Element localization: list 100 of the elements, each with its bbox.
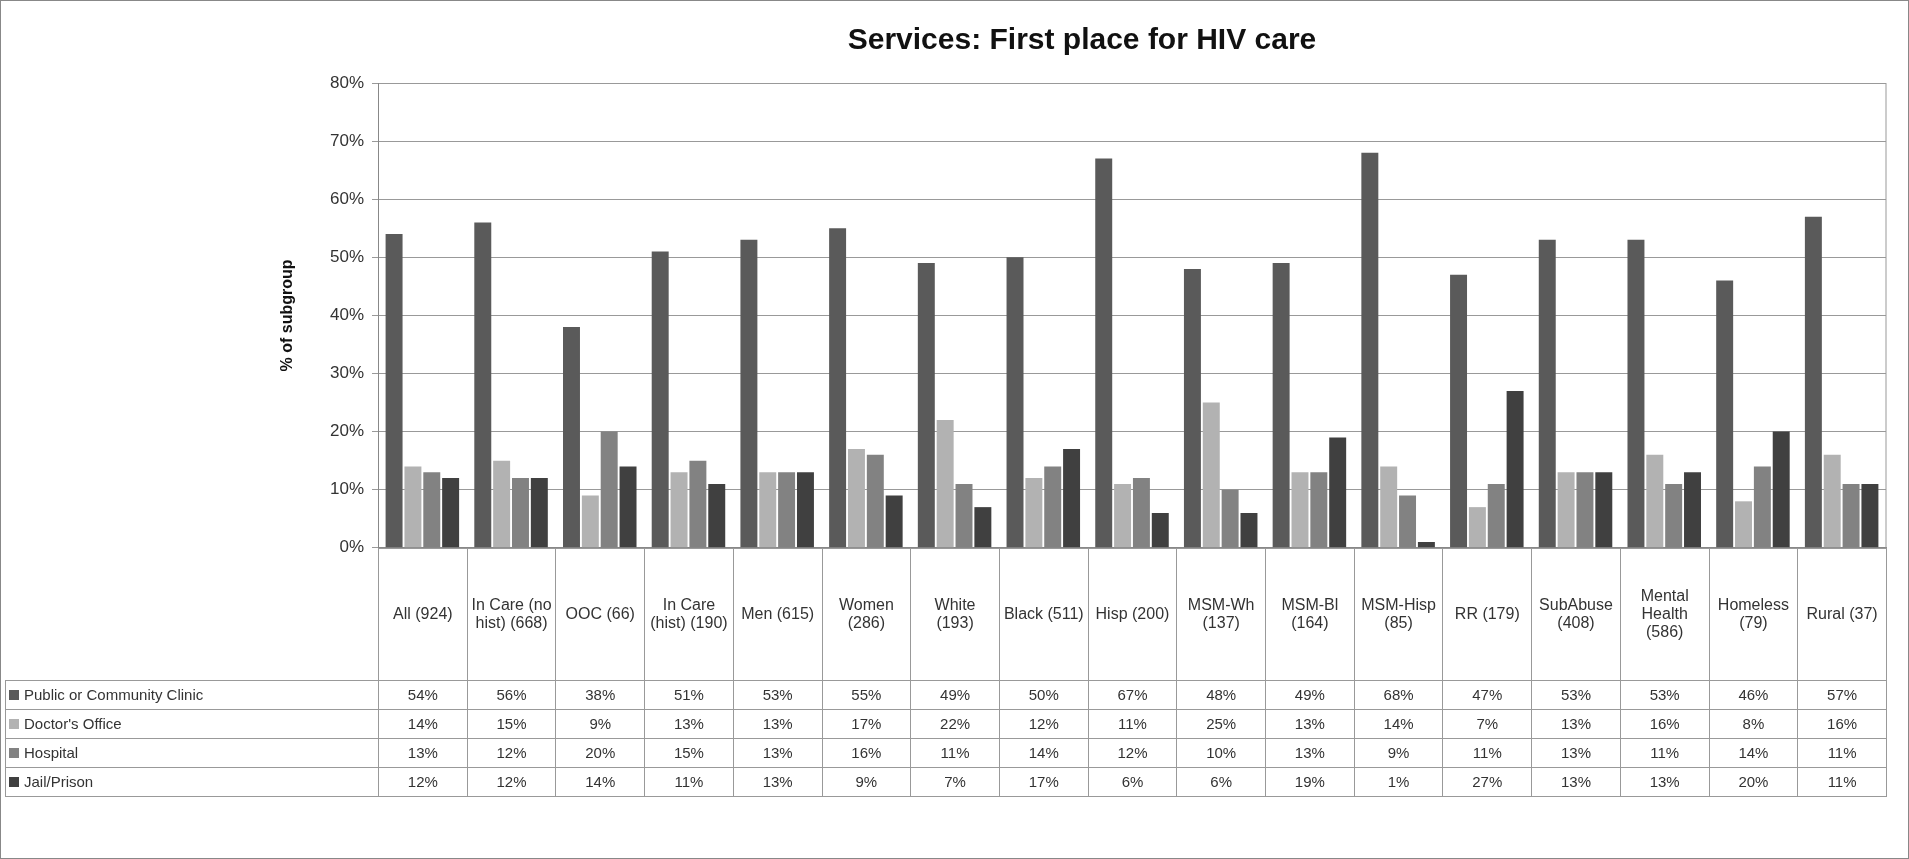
data-label: 13% bbox=[1265, 738, 1355, 768]
data-label: 20% bbox=[555, 738, 645, 768]
data-label: 13% bbox=[1620, 767, 1710, 797]
x-tick-label: Homeless (79) bbox=[1709, 548, 1798, 681]
data-label: 12% bbox=[1088, 738, 1177, 768]
data-label: 11% bbox=[1442, 738, 1532, 768]
legend-label: Jail/Prison bbox=[5, 767, 379, 797]
x-tick-label: SubAbuse (408) bbox=[1531, 548, 1621, 681]
data-label: 12% bbox=[467, 767, 556, 797]
data-label: 10% bbox=[1176, 738, 1266, 768]
data-label: 54% bbox=[378, 680, 468, 710]
data-label: 11% bbox=[1797, 767, 1887, 797]
data-label: 57% bbox=[1797, 680, 1887, 710]
data-label: 13% bbox=[1531, 709, 1621, 739]
bar bbox=[1450, 274, 1468, 548]
bar bbox=[1272, 263, 1290, 548]
x-tick-label: In Care (hist) (190) bbox=[644, 548, 734, 681]
bar bbox=[1684, 472, 1701, 548]
data-label: 56% bbox=[467, 680, 556, 710]
bar bbox=[1380, 466, 1398, 548]
bar bbox=[1557, 472, 1575, 548]
bar bbox=[1006, 257, 1024, 548]
data-label: 15% bbox=[467, 709, 556, 739]
data-label: 14% bbox=[999, 738, 1089, 768]
y-tick-label: 0% bbox=[339, 537, 364, 557]
data-label: 13% bbox=[733, 767, 823, 797]
bar bbox=[385, 234, 403, 548]
bar bbox=[1063, 449, 1081, 548]
bar bbox=[1646, 454, 1664, 548]
y-tick-label: 30% bbox=[329, 363, 364, 383]
data-label: 49% bbox=[910, 680, 1000, 710]
bar bbox=[885, 495, 903, 548]
data-label: 27% bbox=[1442, 767, 1532, 797]
x-tick-label: RR (179) bbox=[1442, 548, 1532, 681]
bar bbox=[1329, 437, 1347, 548]
bar bbox=[1716, 280, 1734, 548]
bar bbox=[404, 466, 422, 548]
data-label: 19% bbox=[1265, 767, 1355, 797]
x-tick-label: Rural (37) bbox=[1797, 548, 1887, 681]
bar bbox=[1240, 512, 1258, 548]
data-label: 13% bbox=[1531, 738, 1621, 768]
data-label: 13% bbox=[733, 738, 823, 768]
bar bbox=[493, 460, 511, 548]
data-label: 17% bbox=[822, 709, 911, 739]
data-label: 14% bbox=[1709, 738, 1798, 768]
data-label: 47% bbox=[1442, 680, 1532, 710]
data-label: 7% bbox=[910, 767, 1000, 797]
data-label: 46% bbox=[1709, 680, 1798, 710]
data-label: 9% bbox=[1354, 738, 1443, 768]
bar bbox=[1417, 541, 1435, 548]
bar bbox=[1095, 158, 1113, 548]
data-label: 13% bbox=[733, 709, 823, 739]
data-label: 15% bbox=[644, 738, 734, 768]
bar bbox=[847, 449, 865, 548]
data-label: 68% bbox=[1354, 680, 1443, 710]
bar bbox=[581, 495, 599, 548]
y-tick-label: 60% bbox=[329, 188, 364, 208]
data-label: 20% bbox=[1709, 767, 1798, 797]
bar bbox=[1823, 454, 1841, 548]
data-label: 11% bbox=[1088, 709, 1177, 739]
bar bbox=[1735, 501, 1752, 548]
bar bbox=[917, 263, 935, 548]
data-label: 11% bbox=[644, 767, 734, 797]
bar bbox=[974, 507, 992, 548]
data-label: 13% bbox=[378, 738, 468, 768]
chart-title: Services: First place for HIV care bbox=[847, 22, 1317, 56]
data-label: 11% bbox=[1620, 738, 1710, 768]
bar bbox=[1361, 152, 1379, 548]
data-label: 16% bbox=[822, 738, 911, 768]
bar bbox=[1861, 483, 1879, 548]
data-label: 22% bbox=[910, 709, 1000, 739]
bar bbox=[1595, 472, 1613, 548]
data-label: 9% bbox=[822, 767, 911, 797]
bar bbox=[1114, 483, 1132, 548]
y-tick-label: 10% bbox=[329, 479, 364, 499]
data-label: 51% bbox=[644, 680, 734, 710]
y-tick-label: 20% bbox=[329, 421, 364, 441]
y-tick-label: 40% bbox=[329, 305, 364, 325]
x-tick-label: OOC (66) bbox=[555, 548, 645, 681]
data-label: 13% bbox=[644, 709, 734, 739]
data-label: 16% bbox=[1797, 709, 1887, 739]
data-label: 49% bbox=[1265, 680, 1355, 710]
bar bbox=[619, 466, 637, 548]
data-label: 53% bbox=[733, 680, 823, 710]
bar bbox=[442, 478, 460, 548]
data-label: 12% bbox=[467, 738, 556, 768]
y-axis-title: % of subgroup bbox=[278, 259, 296, 372]
bar bbox=[1025, 478, 1043, 548]
bar bbox=[1538, 239, 1556, 548]
legend-label: Public or Community Clinic bbox=[5, 680, 379, 710]
bar bbox=[530, 478, 548, 548]
y-tick-label: 80% bbox=[329, 72, 364, 92]
x-tick-label: MSM-Hisp (85) bbox=[1354, 548, 1443, 681]
data-label: 13% bbox=[1265, 709, 1355, 739]
data-label: 11% bbox=[910, 738, 1000, 768]
bar bbox=[651, 251, 669, 548]
data-label: 67% bbox=[1088, 680, 1177, 710]
bar bbox=[829, 228, 847, 548]
data-label: 13% bbox=[1531, 767, 1621, 797]
data-label: 50% bbox=[999, 680, 1089, 710]
